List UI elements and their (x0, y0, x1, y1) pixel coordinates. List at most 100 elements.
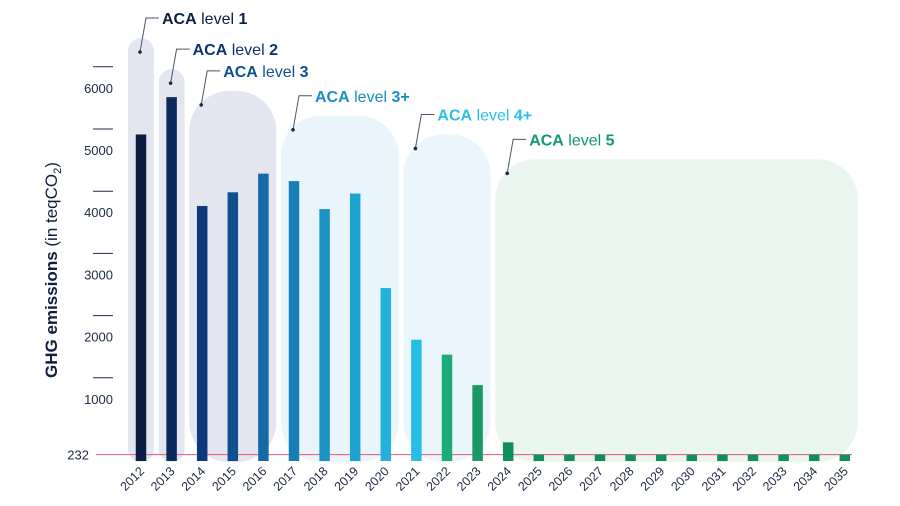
x-tick-label: 2030 (668, 464, 698, 494)
x-tick-label: 2028 (607, 464, 637, 494)
level-label-prefix: ACA (437, 107, 472, 124)
bar-2032 (747, 454, 759, 461)
level-label: ACA level 4+ (437, 107, 532, 124)
bar-2021 (411, 339, 422, 461)
level-leader-line (170, 48, 190, 84)
level-label: ACA level 3 (223, 64, 308, 81)
y-axis-label-main: GHG emissions (42, 251, 61, 378)
level-label-prefix: ACA (162, 11, 197, 28)
level-label-num: 3 (300, 64, 309, 81)
x-tick-label: 2035 (821, 464, 851, 494)
x-tick-label: 2024 (485, 464, 515, 494)
x-tick-label: 2012 (118, 464, 148, 494)
level-leader-dot (505, 171, 510, 176)
level-label-mid: level (227, 42, 269, 59)
bar-2024 (502, 442, 514, 461)
bar-2016 (258, 173, 269, 462)
level-leader-dot (413, 146, 418, 151)
y-tick-label: 3000 (84, 267, 113, 282)
x-tick-label: 2022 (424, 464, 454, 494)
level-label-mid: level (564, 132, 606, 149)
x-tick-label: 2025 (515, 464, 545, 494)
level-panel-4plus (403, 134, 491, 462)
x-tick-label: 2014 (179, 464, 209, 494)
x-tick-label: 2018 (301, 464, 331, 494)
bar-2031 (717, 454, 728, 461)
x-tick-label: 2013 (148, 464, 178, 494)
bar-2033 (778, 454, 789, 461)
x-tick-label: 2015 (209, 464, 239, 494)
bar-2018 (319, 209, 330, 461)
level-label-num: 1 (238, 11, 247, 28)
y-axis-ticks: 1000 2000 3000 4000 5000 6000 (84, 66, 113, 407)
x-tick-label: 2020 (362, 464, 392, 494)
x-tick-label: 2016 (240, 464, 270, 494)
level-label-num: 5 (606, 132, 615, 149)
x-tick-label: 2017 (271, 464, 301, 494)
bar-2019 (349, 193, 361, 462)
y-tick-label: 1000 (84, 392, 113, 407)
y-tick-label: 2000 (84, 330, 113, 345)
bar-2034 (808, 454, 820, 461)
x-tick-label: 2032 (730, 464, 760, 494)
level-label-num: 2 (269, 42, 278, 59)
x-tick-label: 2026 (546, 464, 576, 494)
x-axis-ticks: 2012 2013 2014 2015 2016 2017 2018 2019 2020 2021… (118, 464, 851, 494)
bar-2013 (166, 97, 177, 461)
level-label: ACA level 3+ (315, 89, 410, 106)
threshold-label: 232 (67, 448, 89, 463)
level-leader-line (414, 113, 435, 149)
level-label: ACA level 5 (529, 132, 614, 149)
level-label-num: 3+ (391, 89, 409, 106)
level-label: ACA level 1 (162, 11, 247, 28)
level-leader-line (200, 70, 221, 105)
bar-2027 (594, 454, 606, 461)
level-label-prefix: ACA (315, 89, 350, 106)
level-label-num: 4+ (514, 107, 532, 124)
level-leader-line (506, 138, 527, 174)
level-label-mid: level (472, 107, 514, 124)
bar-2030 (686, 454, 698, 461)
bar-2026 (564, 454, 575, 461)
level-leader-dot (168, 81, 173, 85)
level-leader-dot (291, 127, 295, 132)
level-label-prefix: ACA (223, 64, 258, 81)
x-tick-label: 2029 (638, 464, 668, 494)
bar-2025 (533, 454, 545, 461)
bars (135, 97, 851, 462)
level-panel-5 (495, 159, 858, 462)
level-label-mid: level (197, 11, 239, 28)
level-label: ACA level 2 (193, 42, 278, 59)
y-axis-label: GHG emissions (in teqCO2) (42, 162, 64, 378)
bar-2029 (655, 454, 667, 461)
x-tick-label: 2019 (332, 464, 362, 494)
x-tick-label: 2027 (577, 464, 607, 494)
level-label-mid: level (350, 89, 392, 106)
level-leader-dot (138, 50, 142, 54)
bar-2022 (441, 354, 453, 461)
level-backgrounds (128, 38, 858, 462)
level-label-prefix: ACA (529, 132, 564, 149)
y-tick-label: 6000 (84, 81, 113, 96)
x-tick-label: 2033 (760, 464, 790, 494)
y-axis-label-unit: (in teqCO (42, 174, 61, 251)
x-tick-label: 2021 (393, 464, 423, 494)
level-leader-line (292, 95, 312, 130)
bar-2014 (196, 205, 208, 461)
y-axis-label-sub: 2 (52, 168, 64, 174)
level-leader-dot (199, 103, 203, 107)
bar-2012 (135, 134, 147, 461)
bar-2023 (472, 385, 483, 461)
y-tick-label: 4000 (84, 205, 113, 220)
bar-2035 (839, 454, 851, 461)
y-axis-label-close: ) (42, 162, 61, 168)
x-tick-label: 2034 (791, 464, 821, 494)
level-leader-line (139, 17, 159, 53)
bar-2028 (625, 454, 636, 461)
bar-2015 (227, 192, 239, 461)
y-tick-label: 5000 (84, 143, 113, 158)
bar-2017 (288, 181, 300, 461)
level-label-prefix: ACA (193, 42, 228, 59)
